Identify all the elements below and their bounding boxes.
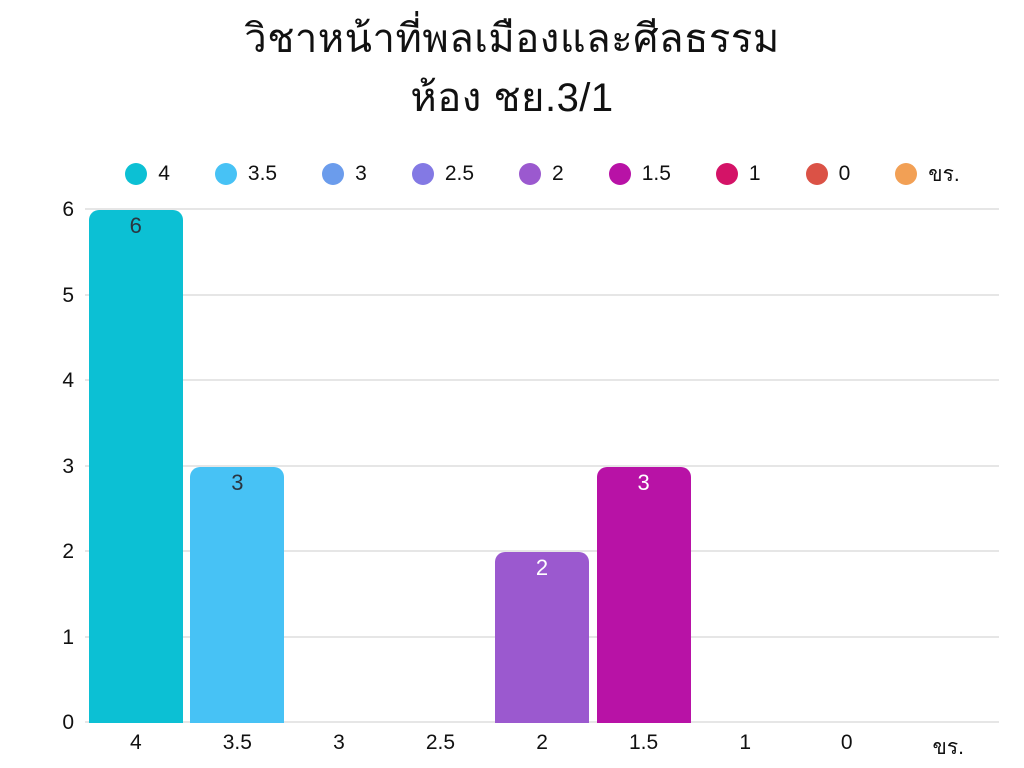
legend-label: 2 [552,162,564,185]
y-tick-label-3: 3 [62,454,74,478]
y-tick-label-4: 4 [62,369,74,392]
legend-item-3: 3 [322,162,367,186]
x-tick-label-4: 4 [129,731,142,754]
gridline-y-6 [85,208,999,210]
legend-dot-icon [608,163,631,185]
y-axis-tick-labels: 0 1 2 3 4 5 6 [30,198,74,734]
bar-value-label: 3 [637,469,650,495]
chart-title-line2: ห้อง ชย.3/1 [410,76,614,120]
bar-1.5: 3 [596,466,691,723]
x-tick-label-2.5: 2.5 [425,731,456,754]
legend-item-2.5: 2.5 [411,162,475,186]
bar-slots: 6 3 2 3 [85,210,999,723]
legend-label: 1.5 [641,162,671,185]
chart-title: วิชาหน้าที่พลเมืองและศีลธรรม ห้อง ชย.3/1 [0,10,1024,128]
chart-legend: 4 3.5 3 2.5 2 1.5 1 0 ขร. [85,158,1000,190]
x-tick-label-1: 1 [739,731,751,754]
legend-dot-icon [715,163,738,185]
legend-item-0: 0 [805,162,851,186]
x-axis-tick-labels: 4 3.5 3 2.5 2 1.5 1 0 ขร. [85,731,999,764]
y-tick-label-5: 5 [62,283,74,307]
gridline-y-4 [85,379,999,381]
legend-item-4: 4 [125,162,170,186]
gridline-y-3 [85,464,999,467]
legend-label: ขร. [928,162,960,186]
legend-label: 3 [355,162,367,185]
legend-item-ขร.: ขร. [895,158,960,191]
y-tick-label-2: 2 [62,540,74,563]
x-tick-label-1.5: 1.5 [628,731,659,754]
x-tick-label-ขร.: ขร. [932,736,965,759]
y-tick-label-0: 0 [62,711,74,734]
bar-slot-0 [796,210,898,723]
legend-label: 1 [748,162,761,185]
bar-value-label: 3 [231,469,244,495]
legend-item-2: 2 [519,162,564,186]
y-tick-label-1: 1 [62,625,74,649]
x-tick-label-3: 3 [333,731,345,754]
chart-title-line1: วิชาหน้าที่พลเมืองและศีลธรรม [244,17,780,61]
bar-slot-ขร. [898,210,1000,723]
legend-item-1: 1 [715,162,761,186]
bar-2: 2 [495,552,590,723]
bar-value-label: 2 [535,555,549,580]
x-tick-label-0: 0 [840,731,853,754]
legend-dot-icon [895,163,918,185]
legend-label: 0 [838,162,851,185]
x-tick-label-3.5: 3.5 [222,731,252,754]
legend-label: 2.5 [444,162,475,185]
legend-dot-icon [125,163,148,185]
legend-dot-icon [519,163,542,185]
legend-item-1.5: 1.5 [608,162,671,186]
plot-area: 6 3 2 3 [85,208,999,723]
bar-slot-1 [694,210,796,723]
bar-slot-3.5: 3 [187,210,289,723]
bar-value-label: 6 [129,213,142,238]
y-tick-label-6: 6 [62,198,74,221]
legend-dot-icon [214,163,237,185]
bar-3.5: 3 [190,466,285,723]
bar-slot-1.5: 3 [593,210,695,723]
bar-slot-2: 2 [491,210,593,723]
legend-dot-icon [322,163,345,185]
legend-label: 4 [158,162,170,185]
legend-item-3.5: 3.5 [214,162,278,186]
bar-slot-2.5 [390,210,492,723]
bar-4: 6 [88,210,183,723]
legend-dot-icon [805,163,828,185]
x-tick-label-2: 2 [536,731,548,754]
legend-label: 3.5 [247,162,278,185]
legend-dot-icon [411,163,434,185]
gridline-y-2 [85,550,999,552]
bar-slot-3 [288,210,390,723]
bar-slot-4: 6 [85,210,187,723]
gridline-y-5 [85,293,999,296]
